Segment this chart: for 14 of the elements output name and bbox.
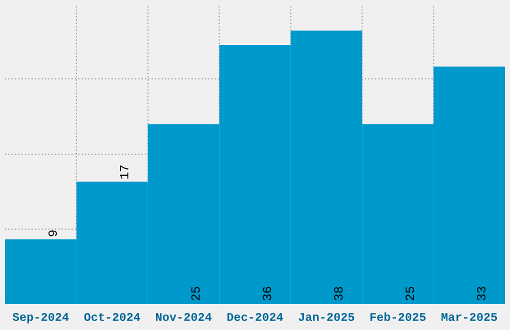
data-label: 33 — [477, 286, 486, 300]
x-tick-label: Sep-2024 — [12, 312, 69, 324]
x-tick-label: Feb-2025 — [370, 312, 426, 322]
data-label: 25 — [191, 286, 200, 300]
data-label: 38 — [334, 286, 343, 300]
data-label: 36 — [262, 286, 272, 300]
data-label: 25 — [406, 286, 414, 300]
x-tick-label: Nov-2024 — [156, 312, 212, 322]
data-label: 17 — [120, 166, 128, 179]
x-tick-label: Oct-2024 — [84, 312, 140, 322]
x-tick-label: Mar-2025 — [442, 312, 498, 322]
x-tick-label: Jan-2025 — [298, 312, 354, 322]
data-label: 9 — [48, 230, 57, 236]
x-tick-label: Dec-2024 — [227, 312, 283, 322]
